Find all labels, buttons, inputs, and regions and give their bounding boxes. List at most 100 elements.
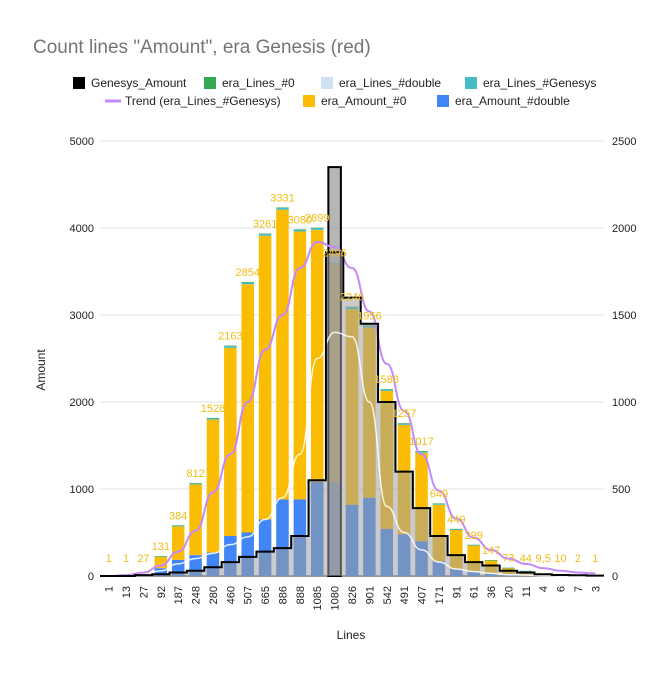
- y2-tick-label: 500: [612, 484, 630, 496]
- bar-era-lines-0: [467, 544, 480, 546]
- bar-era-lines-genesys: [397, 423, 411, 425]
- area-genesys-amount: [430, 535, 448, 576]
- area-genesys-amount: [482, 565, 500, 576]
- bar-era-lines-genesys: [467, 544, 480, 546]
- y2-tick-label: 2000: [612, 223, 636, 235]
- area-genesys-amount: [395, 471, 413, 576]
- legend-label: era_Amount_#0: [321, 94, 407, 108]
- area-genesys-amount: [499, 570, 518, 576]
- legend-swatch: [321, 77, 333, 89]
- data-label: 3261: [253, 219, 277, 231]
- data-label: 44: [520, 553, 532, 565]
- x-axis-label: Lines: [337, 628, 366, 642]
- area-genesys-amount: [169, 572, 187, 576]
- x-tick-label: 886: [277, 586, 289, 604]
- bar-era-amount-0: [171, 526, 185, 560]
- legend-swatch: [73, 77, 85, 89]
- bar-era-lines-genesys: [293, 229, 307, 232]
- bar-era-amount-0: [241, 284, 254, 533]
- line-era-lines-double: [108, 331, 596, 577]
- area-genesys-amount: [447, 555, 465, 576]
- data-label: 449: [447, 514, 465, 526]
- x-tick-label: 13: [121, 586, 133, 598]
- y-tick-label: 1000: [70, 484, 94, 496]
- area-genesys-amount: [239, 556, 257, 576]
- bar-era-lines-genesys: [189, 483, 202, 485]
- x-tick-label: 665: [260, 586, 272, 604]
- bar-era-lines-genesys: [310, 228, 324, 230]
- chart-title: Count lines "Amount", era Genesis (red): [33, 37, 371, 58]
- legend-label: Trend (era_Lines_#Genesys): [125, 94, 281, 108]
- bar-era-lines-0: [502, 567, 515, 569]
- area-genesys-amount: [360, 323, 379, 576]
- y-tick-label: 0: [88, 571, 94, 583]
- area-genesys-amount: [343, 297, 361, 576]
- x-tick-label: 507: [243, 586, 255, 604]
- area-genesys-amount: [291, 535, 309, 576]
- legend-label: era_Lines_#0: [222, 76, 295, 90]
- bar-era-lines-0: [484, 559, 498, 561]
- data-label: 10: [554, 553, 566, 565]
- data-label: 2163: [218, 331, 242, 343]
- bar-era-lines-genesys: [380, 389, 394, 391]
- legend: Genesys_Amount era_Lines_#0 era_Lines_#dou…: [73, 76, 596, 108]
- bar-era-amount-double: [154, 568, 168, 576]
- data-label: 27: [137, 553, 149, 565]
- data-label: 2: [575, 553, 581, 565]
- data-label: 812: [186, 468, 204, 480]
- x-tick-label: 901: [364, 586, 376, 604]
- bar-era-lines-genesys: [415, 451, 428, 453]
- x-tick-label: 826: [347, 586, 359, 604]
- data-label: 2496: [322, 248, 346, 260]
- data-label: 3080: [288, 214, 312, 226]
- bar-layer: [102, 166, 604, 577]
- x-tick-label: 542: [382, 586, 394, 604]
- data-label: 1: [123, 553, 129, 565]
- bar-era-amount-0: [154, 556, 168, 569]
- data-label: 1017: [409, 436, 433, 448]
- bar-era-lines-genesys: [224, 346, 237, 348]
- bar-era-lines-0: [171, 525, 185, 526]
- x-tick-label: 11: [521, 586, 533, 597]
- x-tick-label: 1: [104, 586, 116, 592]
- y2-tick-label: 0: [612, 571, 618, 583]
- x-tick-label: 91: [451, 586, 463, 598]
- bar-era-lines-0: [189, 483, 202, 484]
- y-tick-label: 2000: [70, 397, 94, 409]
- bar-era-lines-0: [519, 570, 533, 572]
- data-label: 2246: [340, 292, 364, 304]
- x-tick-label: 36: [486, 586, 498, 598]
- x-tick-label: 4: [538, 586, 550, 592]
- data-label: 1: [106, 553, 112, 565]
- legend-swatch: [303, 95, 315, 107]
- legend-swatch: [204, 77, 216, 89]
- bar-era-lines-0: [293, 229, 307, 230]
- data-label: 2854: [235, 267, 259, 279]
- bar-era-lines-genesys: [432, 503, 446, 505]
- x-tick-label: 280: [208, 586, 220, 604]
- bar-era-amount-0: [206, 419, 220, 553]
- data-label: 73: [502, 553, 514, 565]
- data-label: 1588: [375, 374, 399, 386]
- data-label: 9,5: [536, 553, 551, 565]
- y2-tick-label: 1000: [612, 397, 636, 409]
- data-label: 3331: [270, 192, 294, 204]
- bar-era-lines-0: [276, 207, 289, 208]
- bar-era-lines-0: [241, 282, 254, 283]
- line-layer: [100, 240, 604, 577]
- bar-era-lines-genesys: [171, 525, 185, 527]
- bar-era-amount-0: [189, 484, 202, 556]
- bar-era-amount-0: [293, 231, 307, 500]
- y-tick-label: 5000: [70, 136, 94, 148]
- area-genesys-amount: [464, 562, 483, 576]
- data-label: 131: [152, 541, 170, 553]
- axes: 0100020003000400050000500100015002000250…: [70, 136, 637, 610]
- legend-label: era_Amount_#double: [455, 94, 570, 108]
- data-label: 2899: [305, 213, 329, 225]
- x-tick-label: 61: [469, 586, 481, 598]
- bar-era-amount-0: [276, 209, 289, 500]
- bar-era-lines-0: [397, 423, 411, 424]
- bar-era-lines-0: [206, 417, 220, 419]
- x-tick-label: 248: [191, 586, 203, 604]
